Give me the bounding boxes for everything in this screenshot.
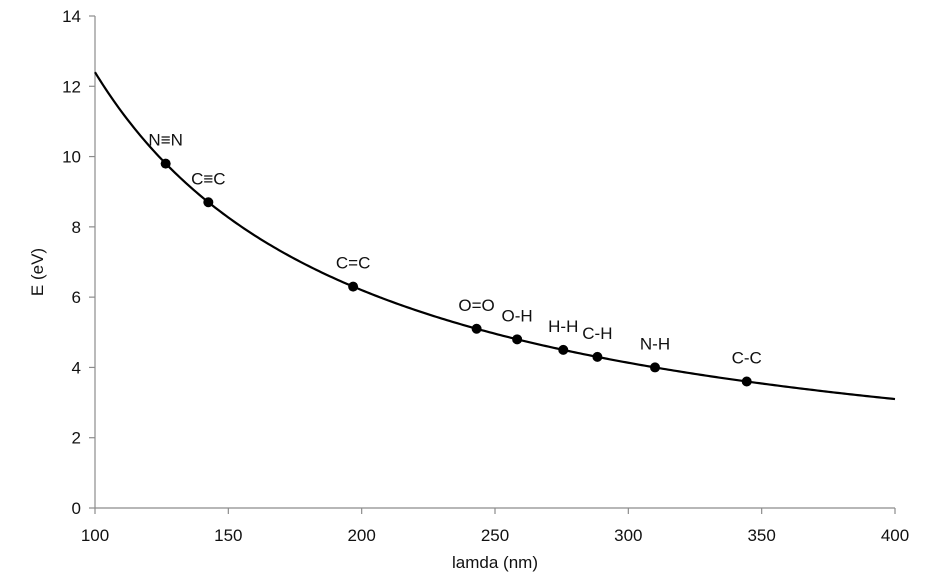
y-tick-label: 6	[72, 288, 81, 307]
x-tick-label: 300	[614, 526, 642, 545]
data-point-label: O=O	[458, 296, 494, 315]
x-tick-label: 400	[881, 526, 909, 545]
y-tick-label: 2	[72, 429, 81, 448]
data-point	[592, 351, 603, 362]
data-point-label: H-H	[548, 317, 578, 336]
data-point-label: C-H	[582, 324, 612, 343]
data-point	[348, 281, 359, 292]
data-point	[558, 344, 569, 355]
x-tick-label: 150	[214, 526, 242, 545]
x-axis-title: lamda (nm)	[452, 553, 538, 572]
axes: 0 2 4 6 8 10 12 14 100 150 200 250 300 350 400	[62, 7, 909, 545]
x-tick-label: 250	[481, 526, 509, 545]
y-tick-label: 14	[62, 7, 81, 26]
data-point	[203, 197, 214, 208]
data-point	[741, 376, 752, 387]
data-point-label: C≡C	[191, 169, 225, 188]
y-tick-label: 12	[62, 77, 81, 96]
y-tick-label: 8	[72, 218, 81, 237]
data-point	[471, 323, 482, 334]
data-point-label: N-H	[640, 334, 670, 353]
data-point-label: O-H	[502, 306, 533, 325]
data-point	[512, 334, 523, 345]
data-point	[650, 362, 660, 373]
y-tick-label: 10	[62, 148, 81, 167]
data-point	[160, 158, 171, 169]
fit-curve	[94, 71, 896, 401]
y-tick-label: 0	[72, 499, 81, 518]
x-tick-label: 100	[81, 526, 109, 545]
data-point-label: C-C	[732, 348, 762, 367]
x-tick-label: 200	[347, 526, 375, 545]
curve-layer	[94, 71, 896, 401]
x-tick-label: 350	[747, 526, 775, 545]
data-point-label: N≡N	[148, 131, 182, 150]
y-tick-label: 4	[72, 358, 81, 377]
points-layer: N≡N C≡C C=C O=O O-H H-H C-H N-H C-C	[148, 131, 762, 387]
data-point-label: C=C	[336, 254, 370, 273]
y-axis-title: E (eV)	[28, 248, 47, 296]
